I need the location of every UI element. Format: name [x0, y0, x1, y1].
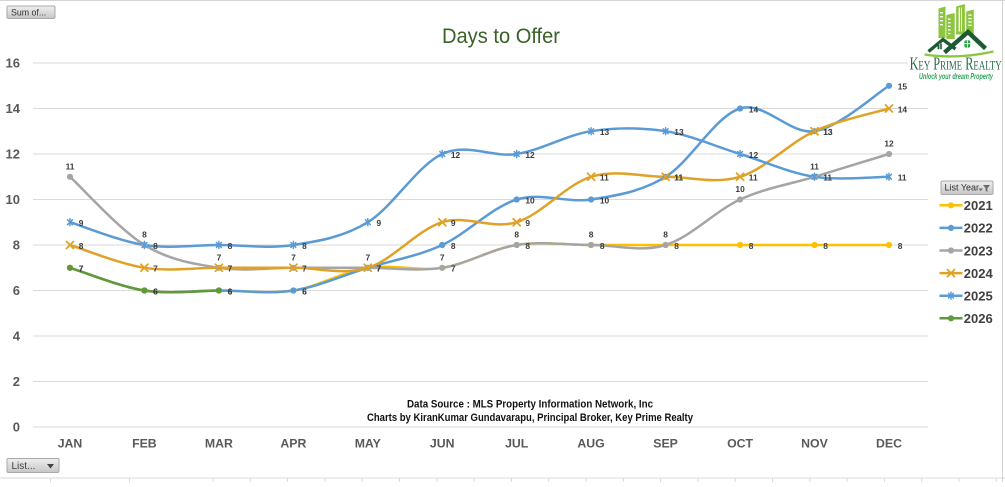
svg-text:8: 8 — [514, 230, 519, 240]
svg-text:2021: 2021 — [964, 198, 993, 213]
svg-text:7: 7 — [228, 264, 233, 274]
svg-text:7: 7 — [302, 264, 307, 274]
svg-text:2023: 2023 — [964, 243, 993, 258]
svg-text:11: 11 — [674, 173, 683, 183]
svg-text:DEC: DEC — [876, 437, 902, 451]
svg-text:10: 10 — [735, 184, 745, 194]
svg-text:8: 8 — [79, 241, 84, 251]
svg-text:7: 7 — [153, 264, 158, 274]
svg-text:JUN: JUN — [430, 437, 455, 451]
svg-text:12: 12 — [525, 150, 535, 160]
svg-text:2026: 2026 — [964, 311, 993, 326]
svg-text:4: 4 — [13, 329, 21, 344]
svg-text:7: 7 — [377, 264, 382, 274]
svg-text:2022: 2022 — [964, 221, 993, 236]
svg-text:8: 8 — [589, 230, 594, 240]
svg-text:Charts by KiranKumar Gundavara: Charts by KiranKumar Gundavarapu, Princi… — [367, 412, 694, 424]
svg-text:6: 6 — [228, 286, 233, 296]
svg-text:10: 10 — [6, 192, 20, 207]
svg-text:11: 11 — [898, 173, 907, 183]
svg-text:List...: List... — [12, 461, 36, 472]
svg-text:7: 7 — [79, 264, 84, 274]
svg-text:6: 6 — [13, 283, 20, 298]
svg-text:7: 7 — [291, 252, 296, 262]
svg-text:2: 2 — [13, 374, 20, 389]
svg-text:FEB: FEB — [132, 437, 157, 451]
svg-text:MAR: MAR — [205, 437, 233, 451]
svg-text:8: 8 — [228, 241, 233, 251]
svg-text:11: 11 — [674, 173, 683, 183]
svg-text:13: 13 — [600, 127, 610, 137]
svg-text:11: 11 — [810, 161, 819, 171]
svg-text:8: 8 — [525, 241, 530, 251]
svg-text:7: 7 — [217, 252, 222, 262]
svg-text:11: 11 — [600, 173, 609, 183]
svg-text:Unlock your dream Property: Unlock your dream Property — [919, 71, 994, 81]
svg-text:8: 8 — [823, 241, 828, 251]
svg-text:12: 12 — [6, 147, 20, 162]
svg-text:NOV: NOV — [801, 437, 828, 451]
svg-text:9: 9 — [525, 218, 530, 228]
svg-text:OCT: OCT — [727, 437, 753, 451]
svg-text:11: 11 — [823, 173, 832, 183]
svg-text:2025: 2025 — [964, 289, 993, 304]
svg-text:8: 8 — [302, 241, 307, 251]
svg-text:7: 7 — [79, 264, 84, 274]
svg-text:12: 12 — [749, 150, 759, 160]
svg-text:6: 6 — [153, 286, 158, 296]
svg-text:Data Source : MLS Property Inf: Data Source : MLS Property Information N… — [407, 399, 653, 411]
svg-text:6: 6 — [228, 286, 233, 296]
svg-text:APR: APR — [280, 437, 306, 451]
svg-text:List Year: List Year — [945, 183, 980, 193]
svg-text:10: 10 — [525, 195, 535, 205]
svg-text:Sum of...: Sum of... — [11, 7, 46, 17]
svg-text:8: 8 — [451, 241, 456, 251]
svg-text:8: 8 — [13, 238, 20, 253]
svg-text:16: 16 — [6, 56, 20, 71]
svg-text:8: 8 — [153, 241, 158, 251]
svg-text:JAN: JAN — [58, 437, 83, 451]
svg-text:9: 9 — [79, 218, 84, 228]
svg-text:6: 6 — [302, 286, 307, 296]
svg-text:8: 8 — [600, 241, 605, 251]
svg-text:14: 14 — [749, 104, 759, 114]
svg-text:10: 10 — [600, 195, 610, 205]
svg-text:11: 11 — [749, 173, 758, 183]
svg-text:12: 12 — [884, 139, 894, 149]
svg-text:JUL: JUL — [505, 437, 529, 451]
svg-text:14: 14 — [898, 104, 908, 114]
svg-text:13: 13 — [674, 127, 684, 137]
svg-text:9: 9 — [451, 218, 456, 228]
svg-text:14: 14 — [6, 101, 21, 116]
svg-text:15: 15 — [898, 82, 908, 92]
svg-text:8: 8 — [749, 241, 754, 251]
svg-text:9: 9 — [377, 218, 382, 228]
svg-text:MAY: MAY — [355, 437, 381, 451]
svg-text:13: 13 — [823, 127, 833, 137]
svg-text:13: 13 — [823, 127, 833, 137]
svg-text:6: 6 — [153, 286, 158, 296]
svg-text:7: 7 — [79, 264, 84, 274]
svg-text:7: 7 — [377, 264, 382, 274]
svg-text:Key Prime Realty: Key Prime Realty — [910, 54, 1002, 74]
svg-text:SEP: SEP — [653, 437, 678, 451]
svg-text:8: 8 — [142, 230, 147, 240]
svg-text:8: 8 — [674, 241, 679, 251]
svg-text:11: 11 — [66, 161, 75, 171]
svg-text:6: 6 — [153, 286, 158, 296]
svg-text:7: 7 — [451, 264, 456, 274]
svg-text:2024: 2024 — [964, 266, 994, 281]
svg-text:12: 12 — [451, 150, 461, 160]
svg-text:7: 7 — [440, 252, 445, 262]
svg-text:Days to Offer: Days to Offer — [442, 24, 560, 48]
svg-text:6: 6 — [228, 286, 233, 296]
svg-text:6: 6 — [302, 286, 307, 296]
svg-text:8: 8 — [663, 230, 668, 240]
svg-text:7: 7 — [365, 252, 370, 262]
svg-text:AUG: AUG — [577, 437, 604, 451]
svg-text:0: 0 — [13, 420, 20, 435]
svg-text:7: 7 — [377, 264, 382, 274]
svg-text:8: 8 — [898, 241, 903, 251]
